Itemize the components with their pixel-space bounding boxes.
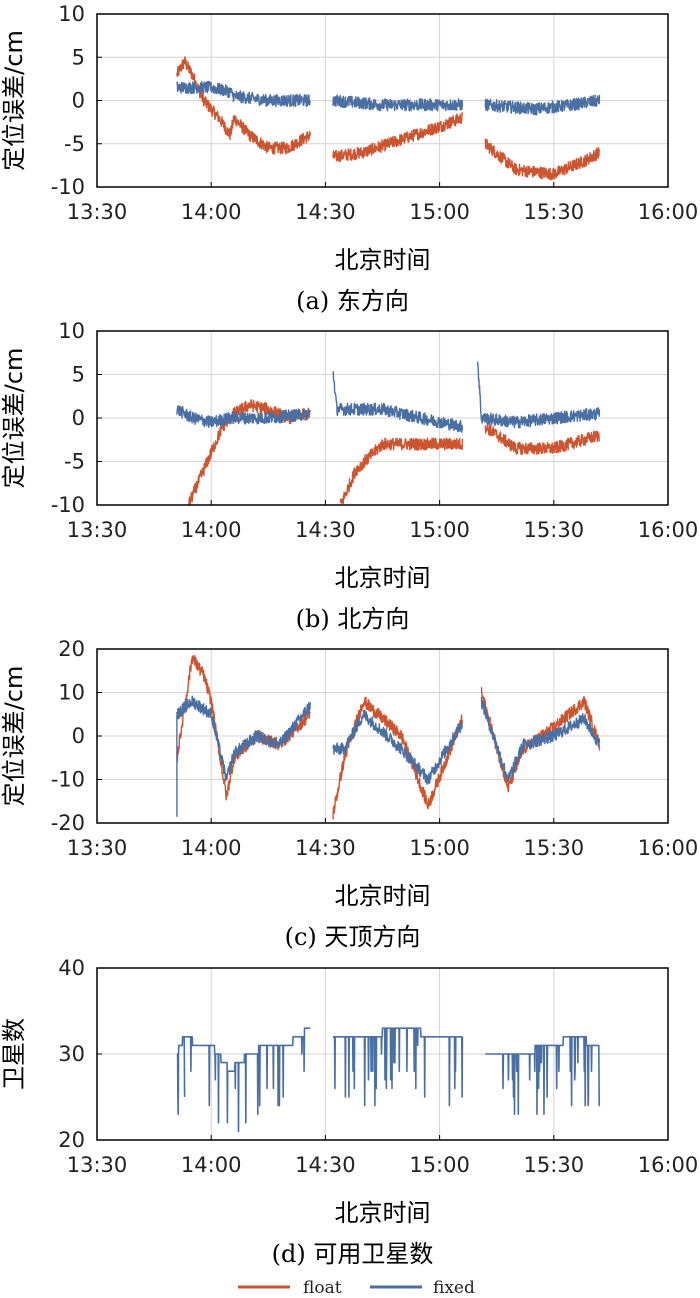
panel-caption: (a) 东方向 [296, 287, 409, 315]
chart-panel-3: 13:30 14:00 14:30 15:00 15:30 16:00 20 10 0 -10 -2… [0, 637, 698, 951]
y-tick-label: -10 [51, 175, 85, 199]
x-tick-label: 14:00 [181, 1153, 242, 1177]
x-tick-label: 15:00 [409, 1153, 470, 1177]
x-tick-label: 14:30 [295, 518, 356, 542]
y-tick-label: 0 [72, 724, 85, 748]
x-tick-label: 14:30 [295, 200, 356, 224]
x-tick-label: 13:30 [67, 518, 128, 542]
x-tick-label: 15:30 [524, 200, 585, 224]
y-tick-label: -10 [51, 493, 85, 517]
y-tick-label: -5 [64, 450, 85, 474]
x-tick-label: 15:30 [524, 836, 585, 860]
x-axis-label: 北京时间 [335, 564, 431, 592]
y-tick-label: 20 [58, 1128, 85, 1152]
y-tick-label: 0 [72, 89, 85, 113]
y-tick-label: 20 [58, 637, 85, 661]
series-group [176, 56, 601, 181]
y-tick-label: 10 [58, 681, 85, 705]
y-tick-label: 5 [72, 363, 85, 387]
series-group [176, 361, 601, 505]
series-float-line [176, 56, 601, 181]
series-fixed-line [176, 80, 601, 116]
panel-caption: (c) 天顶方向 [285, 923, 421, 951]
x-tick-label: 16:00 [638, 836, 699, 860]
legend-fixed-label: fixed [433, 1278, 475, 1298]
x-tick-label: 15:00 [409, 518, 470, 542]
legend-float-label: float [303, 1278, 342, 1298]
y-tick-label: 40 [58, 956, 85, 980]
y-tick-label: -20 [51, 811, 85, 835]
y-tick-label: 10 [58, 319, 85, 343]
x-tick-label: 14:30 [295, 1153, 356, 1177]
panel-caption: (d) 可用卫星数 [272, 1240, 434, 1268]
x-tick-label: 16:00 [638, 1153, 699, 1177]
y-tick-label: 0 [72, 406, 85, 430]
x-axis-label: 北京时间 [335, 246, 431, 274]
x-tick-label: 15:00 [409, 200, 470, 224]
x-tick-label: 16:00 [638, 518, 699, 542]
y-tick-label: 10 [58, 2, 85, 26]
x-axis-label: 北京时间 [335, 882, 431, 910]
x-tick-label: 14:00 [181, 200, 242, 224]
grid [96, 967, 669, 1141]
series-group [176, 1027, 600, 1133]
x-tick-label: 13:30 [67, 200, 128, 224]
y-axis-label: 定位误差/cm [0, 30, 28, 171]
series-float-line [176, 655, 601, 820]
chart-panel-1: 13:30 14:00 14:30 15:00 15:30 16:00 10 5 0 -5 -10 北… [0, 2, 698, 315]
series-group [176, 655, 601, 820]
x-tick-label: 14:00 [181, 836, 242, 860]
y-tick-label: 30 [58, 1042, 85, 1066]
series-fixed-line [176, 361, 601, 433]
y-axis-label: 卫星数 [0, 1018, 28, 1090]
series-fixed-line [176, 695, 601, 817]
y-tick-label: -5 [64, 132, 85, 156]
x-axis-label: 北京时间 [335, 1199, 431, 1227]
legend: float fixed [238, 1278, 475, 1298]
chart-panel-4: 13:30 14:00 14:30 15:00 15:30 16:00 40 30 20 北京时间… [0, 956, 698, 1268]
y-axis-label: 定位误差/cm [0, 348, 28, 489]
x-tick-label: 16:00 [638, 200, 699, 224]
y-tick-label: 5 [72, 45, 85, 69]
x-tick-label: 15:00 [409, 836, 470, 860]
x-tick-label: 14:00 [181, 518, 242, 542]
series-fixed-line [176, 1027, 600, 1133]
x-tick-label: 13:30 [67, 1153, 128, 1177]
y-axis-label: 定位误差/cm [0, 666, 28, 807]
x-tick-label: 13:30 [67, 836, 128, 860]
x-tick-label: 14:30 [295, 836, 356, 860]
x-tick-label: 15:30 [524, 1153, 585, 1177]
y-tick-label: -10 [51, 768, 85, 792]
chart-panel-2: 13:30 14:00 14:30 15:00 15:30 16:00 10 5 0 -5 -10 北… [0, 319, 698, 633]
x-tick-label: 15:30 [524, 518, 585, 542]
panel-caption: (b) 北方向 [296, 605, 410, 633]
